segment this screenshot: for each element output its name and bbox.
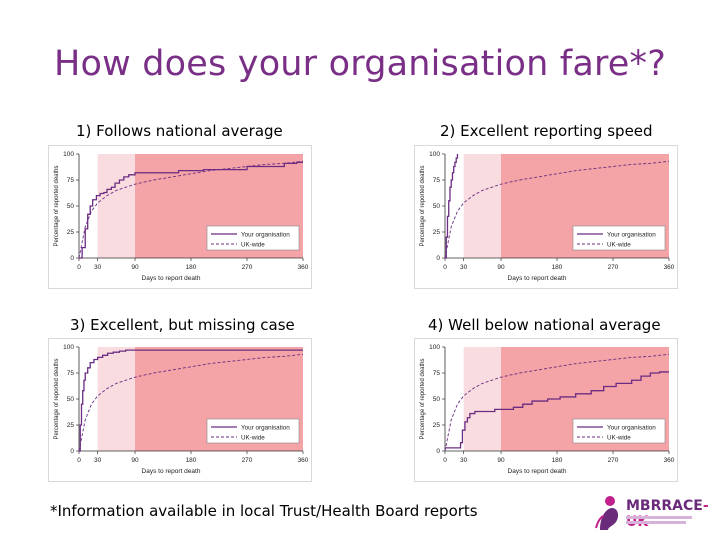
series-uk-line bbox=[444, 160, 670, 259]
y-tick-label: 50 bbox=[433, 396, 441, 403]
x-tick-label: 0 bbox=[443, 457, 447, 464]
x-tick-label: 270 bbox=[608, 457, 619, 464]
series-uk-line bbox=[444, 353, 670, 452]
chart-4-title: 4) Well below national average bbox=[428, 316, 661, 334]
x-tick-label: 180 bbox=[186, 264, 197, 271]
y-tick-label: 75 bbox=[67, 177, 75, 184]
logo-tagline-bar-2 bbox=[626, 521, 686, 524]
y-tick-label: 25 bbox=[433, 422, 441, 429]
y-tick-label: 0 bbox=[436, 448, 440, 455]
x-tick-label: 90 bbox=[131, 457, 139, 464]
y-tick-label: 25 bbox=[433, 229, 441, 236]
x-tick-label: 30 bbox=[94, 264, 102, 271]
shaded-band-light bbox=[463, 154, 501, 258]
mbrrace-logo: MBRRACE-UK bbox=[594, 494, 709, 532]
series-uk-line bbox=[78, 353, 304, 452]
chart-panel-2: 0 30 90 180 270 360 0 25 50 75 100 Days to report d… bbox=[414, 145, 678, 289]
x-axis-label: Days to report death bbox=[508, 468, 567, 475]
chart-3-title: 3) Excellent, but missing case bbox=[70, 316, 295, 334]
y-tick-label: 50 bbox=[67, 203, 75, 210]
y-axis-label: Percentage of reported deaths bbox=[54, 165, 60, 246]
x-tick-label: 180 bbox=[552, 264, 563, 271]
x-tick-label: 0 bbox=[77, 457, 81, 464]
y-tick-label: 50 bbox=[433, 203, 441, 210]
x-tick-label: 360 bbox=[664, 457, 675, 464]
shaded-band-light bbox=[97, 347, 135, 451]
logo-tagline-bar bbox=[626, 516, 692, 519]
chart-1: 0 30 90 180 270 360 0 25 50 75 100 Days to report d… bbox=[54, 151, 309, 282]
x-axis-label: Days to report death bbox=[142, 275, 201, 282]
chart-4: 0 30 90 180 270 360 0 25 50 75 100 Days to report d… bbox=[420, 344, 675, 475]
y-axis-label: Percentage of reported deaths bbox=[420, 165, 426, 246]
x-tick-label: 270 bbox=[242, 264, 253, 271]
y-tick-label: 100 bbox=[429, 344, 440, 351]
shaded-band-light bbox=[97, 154, 135, 258]
x-tick-label: 30 bbox=[460, 457, 468, 464]
legend-label: UK-wide bbox=[607, 241, 631, 248]
x-tick-label: 90 bbox=[131, 264, 139, 271]
x-tick-label: 180 bbox=[186, 457, 197, 464]
chart-2: 0 30 90 180 270 360 0 25 50 75 100 Days to report d… bbox=[420, 151, 675, 282]
y-tick-label: 75 bbox=[433, 177, 441, 184]
logo-figure-icon bbox=[595, 496, 619, 530]
series-organisation-line bbox=[79, 349, 303, 452]
chart-1-title: 1) Follows national average bbox=[76, 122, 283, 140]
logo-text-main: MBRRACE bbox=[626, 498, 703, 514]
series-organisation-line bbox=[79, 161, 303, 259]
x-tick-label: 270 bbox=[242, 457, 253, 464]
x-tick-label: 270 bbox=[608, 264, 619, 271]
y-axis-label: Percentage of reported deaths bbox=[420, 358, 426, 439]
series-organisation-line bbox=[445, 371, 669, 449]
x-axis-label: Days to report death bbox=[508, 275, 567, 282]
x-tick-label: 360 bbox=[298, 457, 309, 464]
y-tick-label: 25 bbox=[67, 422, 75, 429]
legend-label: Your organisation bbox=[241, 231, 290, 238]
legend-label: UK-wide bbox=[241, 434, 265, 441]
x-axis-label: Days to report death bbox=[142, 468, 201, 475]
y-tick-label: 0 bbox=[70, 255, 74, 262]
y-tick-label: 50 bbox=[67, 396, 75, 403]
legend-label: Your organisation bbox=[241, 424, 290, 431]
x-tick-label: 90 bbox=[497, 264, 505, 271]
x-tick-label: 30 bbox=[460, 264, 468, 271]
x-tick-label: 0 bbox=[443, 264, 447, 271]
x-tick-label: 90 bbox=[497, 457, 505, 464]
legend-box bbox=[206, 418, 300, 444]
legend-box bbox=[572, 225, 666, 251]
x-tick-label: 360 bbox=[298, 264, 309, 271]
series-organisation-line bbox=[445, 154, 459, 259]
y-tick-label: 100 bbox=[429, 151, 440, 158]
footnote: *Information available in local Trust/He… bbox=[50, 502, 478, 520]
x-tick-label: 0 bbox=[77, 264, 81, 271]
x-tick-label: 360 bbox=[664, 264, 675, 271]
series-uk-line bbox=[78, 160, 304, 259]
page-title: How does your organisation fare*? bbox=[53, 44, 667, 84]
legend-label: Your organisation bbox=[607, 424, 656, 431]
chart-2-title: 2) Excellent reporting speed bbox=[440, 122, 653, 140]
chart-panel-1: 0 30 90 180 270 360 0 25 50 75 100 Days to report d… bbox=[48, 145, 312, 289]
y-tick-label: 0 bbox=[436, 255, 440, 262]
legend-label: UK-wide bbox=[607, 434, 631, 441]
x-tick-label: 180 bbox=[552, 457, 563, 464]
y-axis-label: Percentage of reported deaths bbox=[54, 358, 60, 439]
x-tick-label: 30 bbox=[94, 457, 102, 464]
chart-panel-3: 0 30 90 180 270 360 0 25 50 75 100 Days to report d… bbox=[48, 338, 312, 482]
chart-panel-4: 0 30 90 180 270 360 0 25 50 75 100 Days to report d… bbox=[414, 338, 678, 482]
y-tick-label: 25 bbox=[67, 229, 75, 236]
y-tick-label: 0 bbox=[70, 448, 74, 455]
y-tick-label: 100 bbox=[63, 344, 74, 351]
legend-box bbox=[206, 225, 300, 251]
chart-3: 0 30 90 180 270 360 0 25 50 75 100 Days to report d… bbox=[54, 344, 309, 475]
legend-label: Your organisation bbox=[607, 231, 656, 238]
shaded-band-light bbox=[463, 347, 501, 451]
y-tick-label: 75 bbox=[67, 370, 75, 377]
legend-box bbox=[572, 418, 666, 444]
legend-label: UK-wide bbox=[241, 241, 265, 248]
y-tick-label: 100 bbox=[63, 151, 74, 158]
y-tick-label: 75 bbox=[433, 370, 441, 377]
logo-text: MBRRACE-UK bbox=[626, 498, 709, 530]
